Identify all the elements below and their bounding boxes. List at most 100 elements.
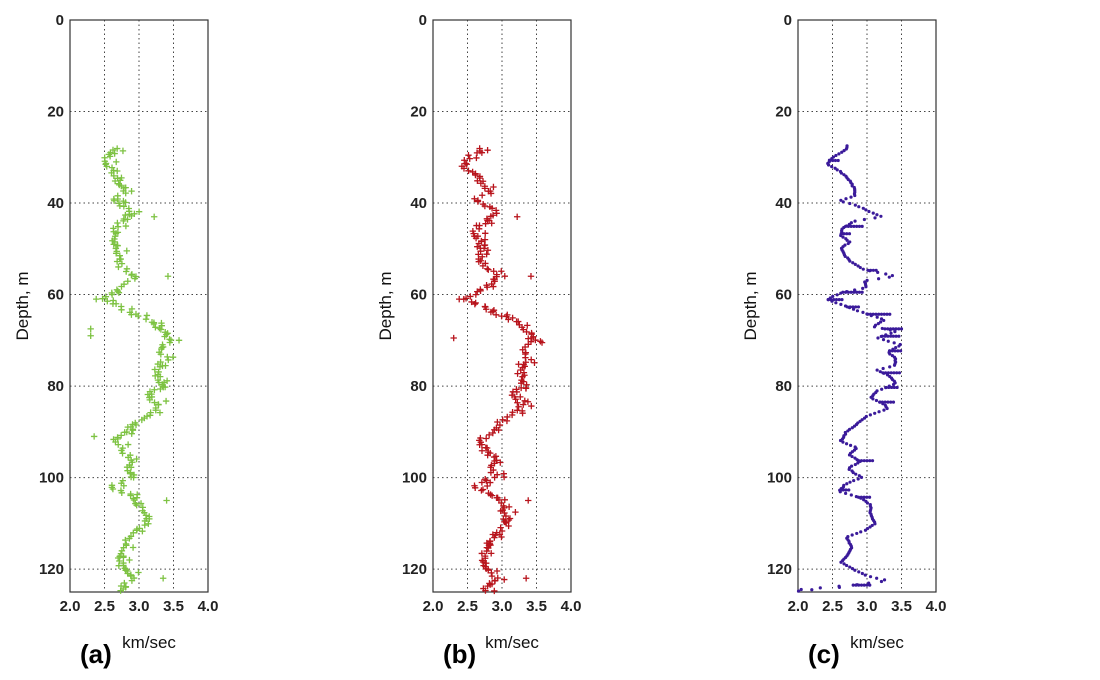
data-point — [879, 579, 884, 584]
data-point — [163, 497, 170, 504]
data-point — [532, 336, 539, 344]
data-point — [166, 339, 174, 346]
data-point — [841, 290, 845, 294]
data-point — [887, 385, 891, 390]
data-point — [538, 339, 546, 346]
data-point — [528, 402, 535, 410]
data-point — [483, 444, 491, 452]
data-point — [484, 265, 491, 272]
data-point — [514, 399, 521, 406]
data-point — [492, 311, 500, 319]
data-point — [879, 312, 884, 316]
data-point — [498, 527, 506, 535]
x-tick-label: 3.5 — [891, 598, 912, 615]
data-point — [466, 155, 473, 162]
y-tick-label: 40 — [775, 195, 792, 212]
panel-label: (a) — [80, 639, 112, 669]
data-point — [855, 531, 859, 536]
data-point — [531, 359, 538, 366]
data-point — [463, 161, 470, 168]
data-point — [858, 265, 862, 270]
x-tick-label: 3.0 — [857, 598, 878, 615]
data-point — [831, 158, 835, 163]
x-tick-label: 2.5 — [457, 598, 478, 615]
data-point — [875, 315, 879, 319]
data-point — [465, 152, 472, 159]
data-point — [128, 187, 135, 195]
data-point — [845, 232, 849, 236]
data-point — [127, 473, 135, 481]
data-point — [895, 371, 899, 375]
data-point — [852, 478, 856, 483]
data-point — [523, 328, 530, 336]
data-point — [834, 297, 839, 302]
data-point — [893, 330, 897, 334]
data-point — [885, 406, 889, 411]
data-point — [537, 338, 544, 345]
data-point — [844, 147, 848, 151]
data-point — [870, 459, 875, 463]
data-point — [855, 224, 859, 228]
data-point — [121, 579, 128, 587]
data-point — [868, 312, 873, 316]
data-point — [889, 331, 893, 335]
y-tick-label: 40 — [410, 195, 427, 212]
data-point — [879, 214, 883, 218]
y-tick-label: 0 — [419, 12, 427, 29]
data-point — [471, 195, 478, 202]
data-point — [844, 197, 848, 201]
data-point — [472, 291, 480, 298]
data-point — [839, 232, 843, 236]
y-tick-label: 100 — [767, 470, 792, 487]
data-point — [515, 361, 522, 368]
x-tick-label: 4.0 — [561, 598, 582, 615]
y-tick-label: 80 — [410, 378, 427, 395]
data-point — [484, 567, 492, 574]
data-point — [846, 241, 850, 246]
data-point — [895, 385, 899, 390]
data-point — [115, 562, 123, 569]
data-point — [839, 560, 843, 564]
data-point — [851, 583, 855, 587]
y-tick-label: 20 — [410, 104, 427, 121]
data-point — [135, 569, 142, 576]
data-point — [840, 150, 844, 154]
data-point — [882, 318, 886, 323]
data-point — [124, 441, 132, 448]
data-point — [146, 396, 153, 404]
data-point — [497, 459, 504, 466]
data-point — [118, 260, 126, 267]
data-point — [515, 318, 522, 325]
data-point — [159, 362, 166, 370]
y-tick-label: 20 — [47, 104, 64, 121]
data-point — [122, 222, 130, 230]
y-axis-label: Depth, m — [741, 272, 760, 341]
data-point — [128, 212, 135, 220]
data-point — [878, 370, 882, 374]
y-tick-label: 80 — [47, 378, 64, 395]
data-point — [871, 268, 875, 272]
data-point — [117, 255, 124, 263]
data-point — [143, 312, 151, 319]
data-point — [478, 487, 485, 494]
data-point — [126, 556, 133, 564]
data-point — [489, 429, 497, 437]
data-point — [842, 562, 846, 566]
data-point — [892, 341, 896, 345]
data-point — [883, 400, 887, 404]
data-point — [891, 400, 896, 404]
data-point — [491, 587, 498, 595]
data-point — [152, 324, 159, 331]
data-point — [491, 577, 499, 584]
data-point — [843, 254, 847, 258]
data-point — [883, 334, 887, 338]
data-point — [847, 467, 851, 471]
data-point — [880, 400, 885, 404]
data-point — [861, 206, 865, 210]
panel-c: 2.0 2.5 3.0 3.5 4.0 0 20 40 60 80 100 120 Depth, m km… — [741, 12, 946, 669]
data-point — [119, 450, 126, 457]
data-point — [478, 192, 486, 199]
data-point — [891, 334, 895, 338]
data-point — [857, 224, 862, 228]
data-point — [880, 387, 884, 391]
